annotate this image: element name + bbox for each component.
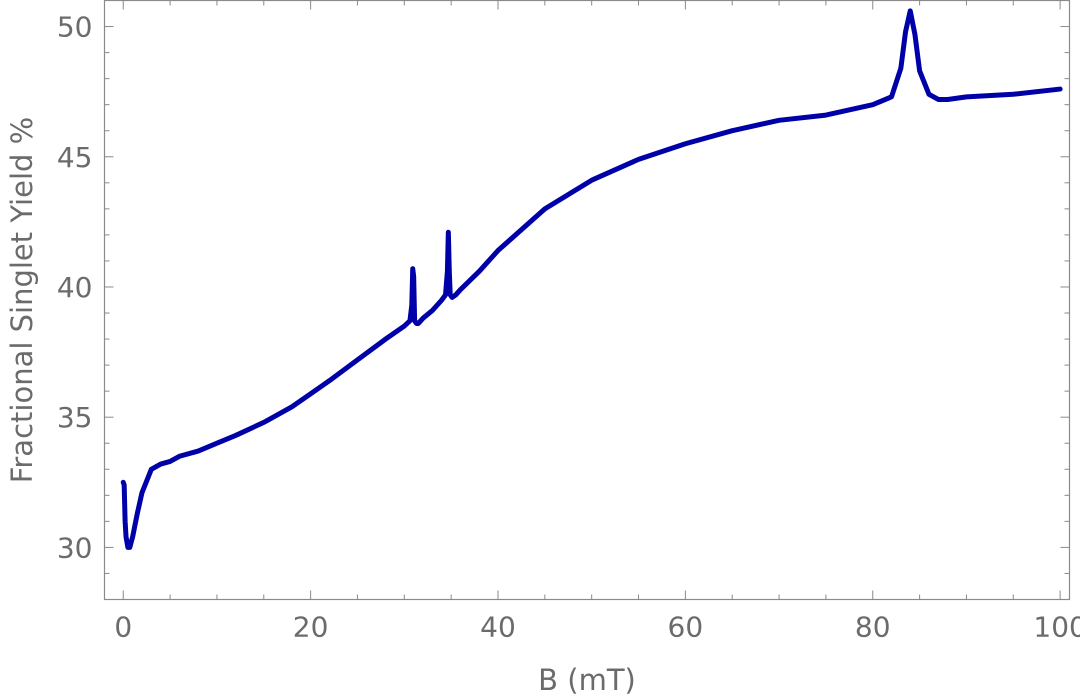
x-tick-label: 40 xyxy=(480,611,516,644)
axis-ticks xyxy=(104,0,1070,600)
y-tick-label: 35 xyxy=(57,401,93,434)
x-tick-label: 80 xyxy=(855,611,891,644)
y-tick-label: 40 xyxy=(57,271,93,304)
plot-frame xyxy=(103,0,1071,601)
series-line xyxy=(120,8,1063,550)
y-tick-label: 45 xyxy=(57,141,93,174)
x-tick-label: 20 xyxy=(293,611,329,644)
x-tick-label: 60 xyxy=(668,611,704,644)
axis-tick-labels: 0 20 40 60 80 100 30 35 40 45 50 xyxy=(57,11,1080,644)
y-tick-label: 50 xyxy=(57,11,93,44)
x-tick-label: 0 xyxy=(114,611,132,644)
y-tick-label: 30 xyxy=(57,531,93,564)
y-axis-title: Fractional Singlet Yield % xyxy=(5,117,39,483)
x-axis-title: B (mT) xyxy=(538,663,636,697)
x-tick-label: 100 xyxy=(1033,611,1080,644)
